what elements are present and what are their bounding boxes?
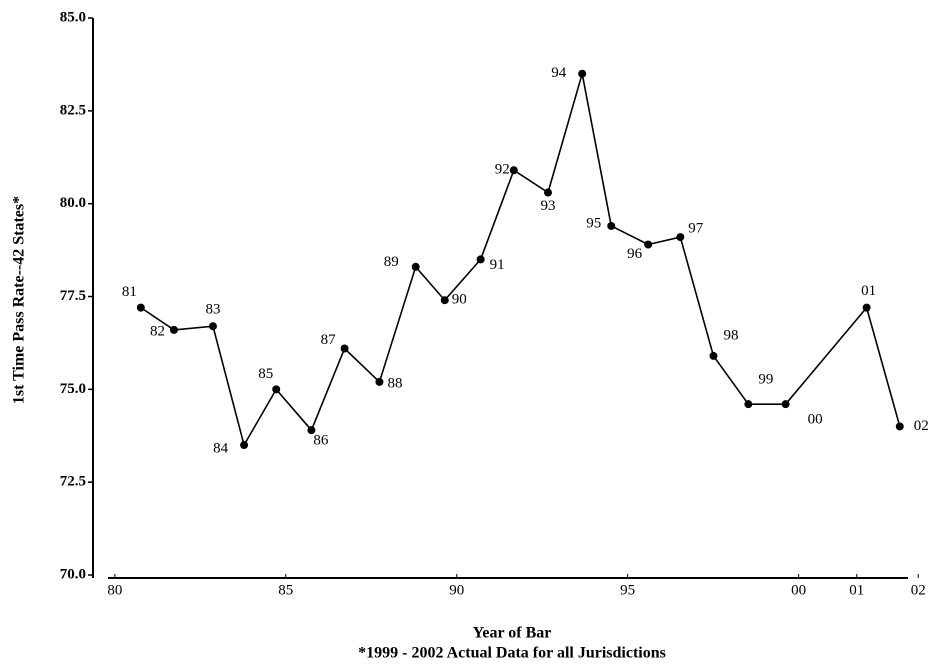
x-tick-label: 95 xyxy=(620,582,635,598)
y-tick-label: 75.0 xyxy=(60,381,86,397)
data-point xyxy=(208,322,217,331)
data-point xyxy=(895,422,904,431)
point-label: 87 xyxy=(321,332,337,348)
data-point xyxy=(862,303,871,312)
point-label: 99 xyxy=(758,372,773,388)
data-point xyxy=(440,296,449,305)
y-tick-label: 77.5 xyxy=(60,288,86,304)
x-tick-label: 90 xyxy=(449,582,464,598)
point-label: 90 xyxy=(452,292,467,308)
note: *1999 - 2002 Actual Data for all Jurisdi… xyxy=(358,645,666,662)
x-tick-label: 01 xyxy=(849,582,864,598)
data-point xyxy=(607,221,616,230)
data-point xyxy=(644,240,653,249)
data-point xyxy=(136,303,145,312)
data-point xyxy=(509,166,518,175)
point-label: 96 xyxy=(627,246,643,262)
y-tick-label: 85.0 xyxy=(60,9,86,25)
data-line xyxy=(140,73,901,448)
point-label: 92 xyxy=(495,162,510,178)
point-label: 89 xyxy=(384,254,399,270)
y-tick-label: 72.5 xyxy=(60,474,86,490)
data-point xyxy=(676,233,685,242)
x-tick-label: 02 xyxy=(911,582,926,598)
data-point xyxy=(411,262,420,271)
point-label: 82 xyxy=(150,323,165,339)
point-label: 01 xyxy=(861,283,876,299)
x-tick-label: 85 xyxy=(278,582,293,598)
data-point xyxy=(709,351,718,360)
x-axis-label: Year of Bar xyxy=(473,625,552,642)
point-label: 95 xyxy=(586,215,601,231)
data-point xyxy=(781,400,790,409)
x-tick-label: 00 xyxy=(791,582,806,598)
data-point xyxy=(375,377,384,386)
data-point xyxy=(544,188,552,197)
data-point xyxy=(169,325,178,334)
data-point xyxy=(476,255,485,264)
point-label: 98 xyxy=(723,327,738,343)
point-label: 00 xyxy=(808,412,823,428)
y-axis-label: 1st Time Pass Rate--42 States* xyxy=(11,196,28,404)
point-label: 97 xyxy=(688,221,704,237)
point-label: 93 xyxy=(541,198,556,214)
point-label: 86 xyxy=(313,433,329,449)
x-tick-label: 80 xyxy=(107,582,122,598)
y-tick-label: 80.0 xyxy=(60,195,86,211)
data-point xyxy=(578,69,587,78)
point-label: 91 xyxy=(490,257,505,273)
data-point xyxy=(272,385,281,394)
point-label: 84 xyxy=(213,440,229,456)
point-label: 81 xyxy=(122,284,137,300)
data-point xyxy=(307,426,316,435)
data-point xyxy=(240,441,249,450)
y-tick-label: 82.5 xyxy=(60,102,86,118)
point-label: 02 xyxy=(914,418,929,434)
y-tick-label: 70.0 xyxy=(60,566,86,582)
point-label: 88 xyxy=(387,375,402,391)
point-label: 83 xyxy=(205,302,220,318)
data-point xyxy=(340,344,349,353)
point-label: 94 xyxy=(551,65,567,81)
data-point xyxy=(744,400,753,409)
point-label: 85 xyxy=(258,366,273,382)
